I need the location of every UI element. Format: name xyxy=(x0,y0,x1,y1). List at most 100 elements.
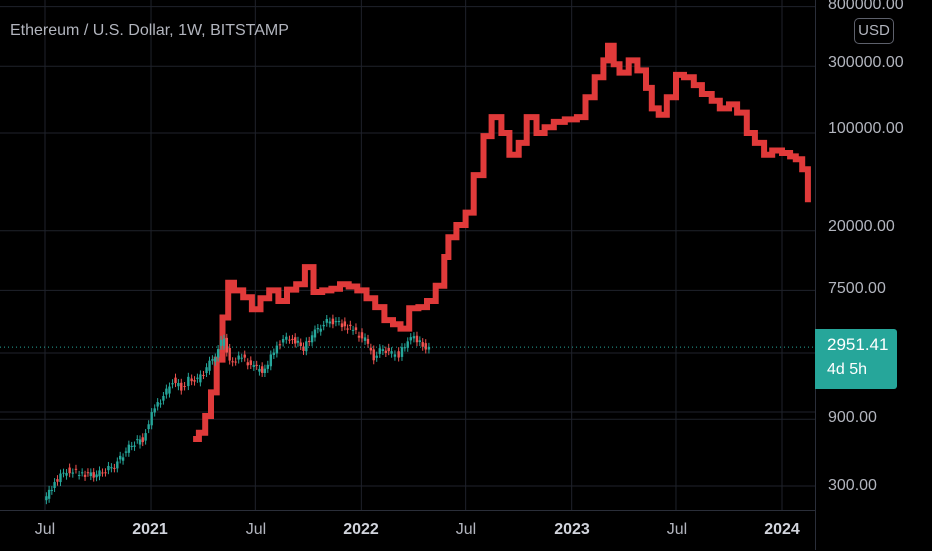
candle-body xyxy=(208,360,211,371)
candle-body xyxy=(107,465,110,471)
candle-body xyxy=(325,318,328,323)
candle-body xyxy=(319,328,322,332)
candle-body xyxy=(174,377,177,384)
candle-body xyxy=(263,368,267,374)
candle-body xyxy=(363,337,367,341)
candle-body xyxy=(369,347,373,351)
candle-body xyxy=(266,364,269,369)
candle-body xyxy=(378,348,381,354)
currency-button[interactable]: USD xyxy=(854,18,894,44)
candle-body xyxy=(285,336,288,340)
chart-plot-area[interactable]: Ethereum / U.S. Dollar, 1W, BITSTAMP xyxy=(0,0,815,510)
candle-body xyxy=(65,473,68,476)
candle-body xyxy=(165,388,168,395)
candle-body xyxy=(53,482,56,488)
candle-body xyxy=(269,354,273,367)
candle-body xyxy=(418,340,422,342)
candle-body xyxy=(302,346,305,351)
candle-body xyxy=(127,444,131,453)
candle-body xyxy=(116,461,119,469)
candle-body xyxy=(337,321,341,323)
candle-body xyxy=(162,395,165,401)
candle-body xyxy=(183,386,186,388)
candle-body xyxy=(351,329,355,331)
candle-body xyxy=(222,338,226,346)
candle-body xyxy=(278,344,282,346)
price-tick: 20000.00 xyxy=(828,218,895,235)
candle-body xyxy=(133,445,136,447)
candle-body xyxy=(47,489,51,499)
candle-body xyxy=(205,367,208,374)
candle-body xyxy=(171,383,174,385)
candle-body xyxy=(68,467,71,474)
candle-body xyxy=(393,354,397,357)
candle-body xyxy=(424,343,427,350)
candle-body xyxy=(92,472,95,478)
price-tick: 7500.00 xyxy=(828,280,886,297)
candle-body xyxy=(346,328,349,330)
candle-body xyxy=(252,365,256,367)
candle-body xyxy=(234,361,237,363)
last-price-badge: 2951.41 4d 5h xyxy=(815,329,897,389)
candle-body xyxy=(113,467,116,469)
candle-body xyxy=(45,496,48,501)
candle-body xyxy=(190,378,193,382)
candle-body xyxy=(390,351,393,354)
candle-body xyxy=(322,324,325,327)
price-tick: 900.00 xyxy=(828,409,877,426)
candle-body xyxy=(56,479,59,482)
last-price-value: 2951.41 xyxy=(827,335,889,354)
candle-body xyxy=(310,335,314,343)
candle-body xyxy=(124,451,128,453)
price-tick: 100000.00 xyxy=(828,120,904,137)
candle-body xyxy=(121,457,125,461)
candle-body xyxy=(118,455,122,460)
candle-body xyxy=(95,474,98,478)
candle-body xyxy=(240,357,243,359)
time-tick: Jul xyxy=(34,521,56,538)
candle-body xyxy=(260,366,264,373)
candle-body xyxy=(110,467,113,469)
candle-body xyxy=(216,349,220,358)
candle-body xyxy=(202,374,205,376)
candle-body xyxy=(199,374,202,383)
candle-body xyxy=(384,350,388,354)
candle-body xyxy=(246,362,249,366)
price-axis[interactable]: 800000.00 300000.00 100000.00 20000.00 7… xyxy=(815,0,932,550)
candle-body xyxy=(305,341,308,352)
candle-body xyxy=(409,337,412,341)
candle-body xyxy=(104,472,107,474)
candle-body xyxy=(153,408,156,413)
price-chart[interactable] xyxy=(0,0,815,510)
candle-body xyxy=(288,339,291,341)
candle-body xyxy=(275,345,279,354)
candle-body xyxy=(313,329,317,338)
candle-body xyxy=(255,364,258,366)
candle-body xyxy=(427,346,431,350)
candle-body xyxy=(243,354,246,358)
candle-body xyxy=(89,472,93,477)
candle-body xyxy=(360,332,364,339)
time-tick: Jul xyxy=(666,521,688,538)
overlay-series-line xyxy=(193,42,811,442)
candle-body xyxy=(219,339,223,346)
candle-body xyxy=(71,472,75,474)
candle-body xyxy=(150,412,153,426)
candle-body xyxy=(193,380,196,382)
candle-body xyxy=(281,339,285,343)
candle-body xyxy=(86,472,90,474)
candle-body xyxy=(180,382,183,391)
candle-body xyxy=(308,340,311,343)
time-axis[interactable]: Jul 2021 Jul 2022 Jul 2023 Jul 2024 xyxy=(0,510,815,551)
candle-body xyxy=(77,474,81,476)
candle-body xyxy=(168,386,171,394)
candle-body xyxy=(258,368,261,372)
candle-body xyxy=(412,336,416,339)
time-tick: Jul xyxy=(455,521,477,538)
time-tick: 2021 xyxy=(132,521,168,538)
candle-body xyxy=(98,470,101,477)
candle-body xyxy=(228,347,231,361)
candle-body xyxy=(357,335,361,338)
bar-countdown: 4d 5h xyxy=(827,361,868,378)
candle-body xyxy=(156,402,159,407)
